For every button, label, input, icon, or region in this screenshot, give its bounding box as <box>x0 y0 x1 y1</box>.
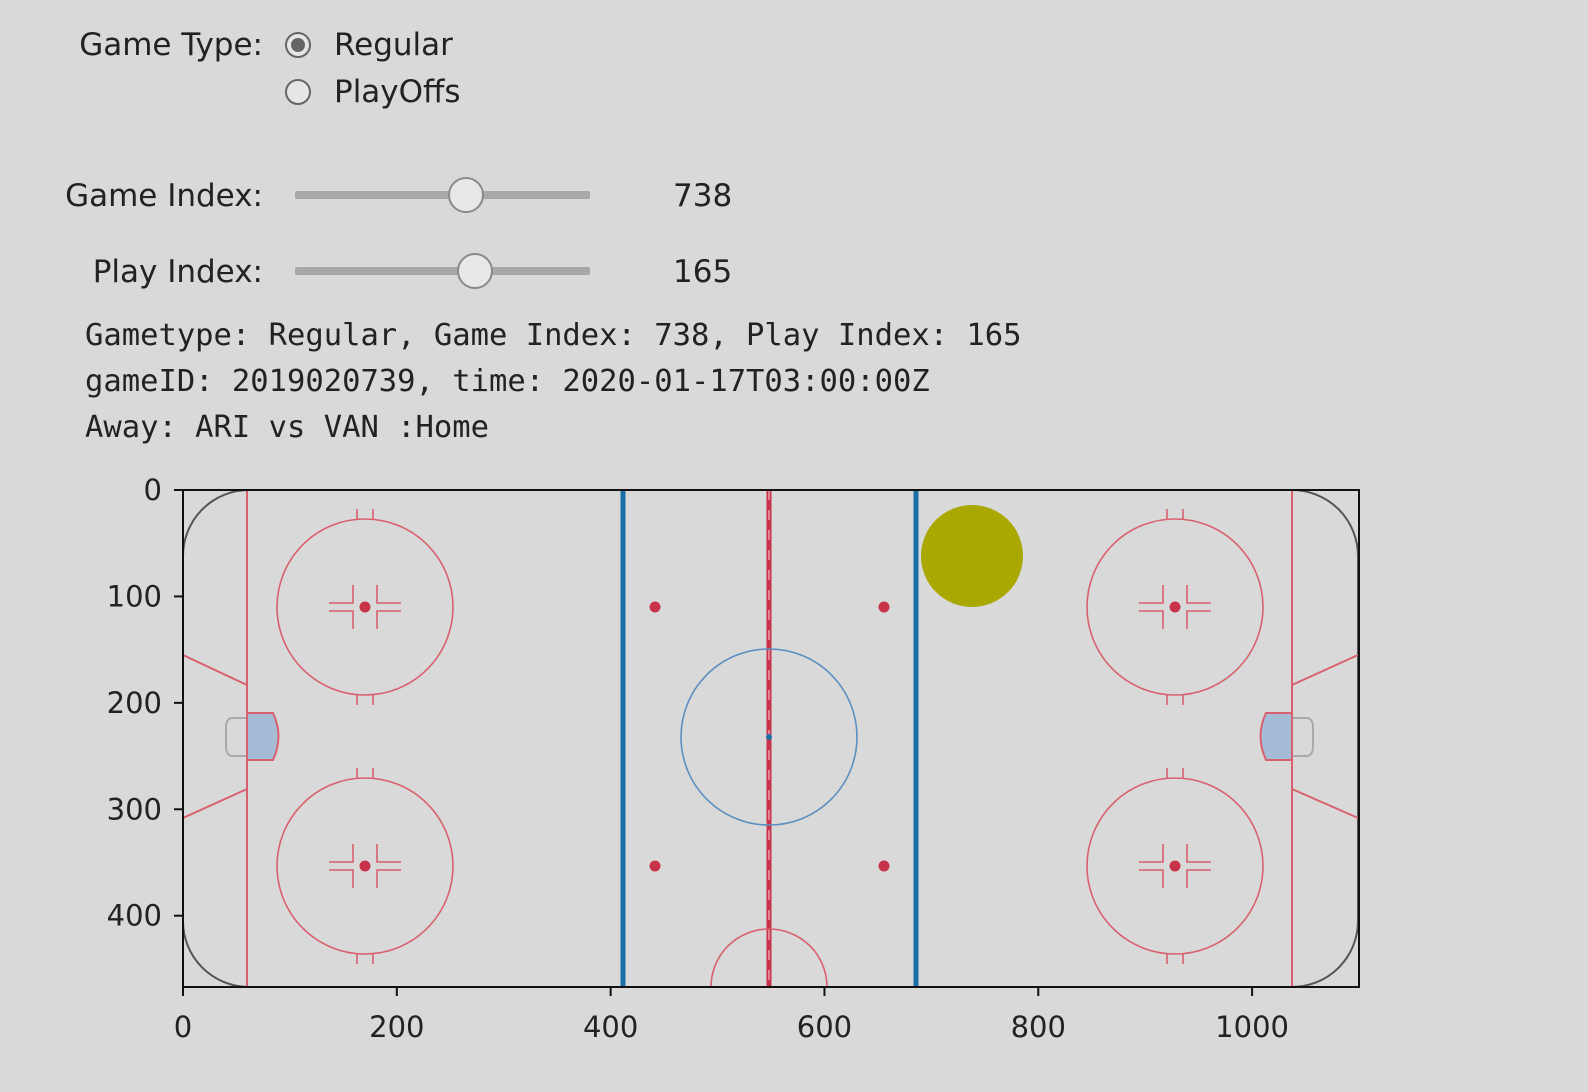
game-type-label: Game Type: <box>79 27 263 63</box>
faceoff-marking <box>1186 869 1211 888</box>
y-tick-label: 200 <box>107 686 162 720</box>
radio-regular[interactable] <box>285 32 311 58</box>
game-index-slider-track[interactable] <box>295 191 590 199</box>
neutral-dot <box>649 860 661 872</box>
game-index-readout: 738 <box>673 178 733 214</box>
faceoff-dot <box>1169 860 1181 872</box>
event-point <box>920 504 1023 607</box>
faceoff-circle <box>1086 518 1264 696</box>
play-index-slider-thumb[interactable] <box>456 253 493 289</box>
faceoff-marking <box>329 585 354 604</box>
faceoff-marking <box>1139 869 1164 888</box>
trapezoid-right-top <box>1291 654 1359 686</box>
faceoff-circle <box>276 777 454 955</box>
center-circle <box>680 648 858 826</box>
neutral-dot <box>878 860 890 872</box>
faceoff-marking <box>1186 610 1211 629</box>
x-tick-label: 800 <box>1011 1010 1066 1044</box>
faceoff-circle <box>276 518 454 696</box>
info-line-gameid: gameID: 2019020739, time: 2020-01-17T03:… <box>85 364 930 399</box>
faceoff-marking <box>376 610 401 629</box>
game-index-slider-thumb[interactable] <box>448 177 485 213</box>
trapezoid-right-bottom <box>1291 788 1359 819</box>
axes-frame <box>182 489 1360 988</box>
crease-left <box>246 712 280 761</box>
trapezoid-left-top <box>183 654 248 686</box>
faceoff-circle <box>1086 777 1264 955</box>
faceoff-marking <box>1186 585 1211 604</box>
faceoff-marking <box>1186 844 1211 863</box>
faceoff-dot <box>1169 601 1181 613</box>
net-left <box>225 717 247 757</box>
y-tick-label: 400 <box>107 899 162 933</box>
play-index-label: Play Index: <box>92 254 263 290</box>
radio-playoffs-label[interactable]: PlayOffs <box>334 74 461 110</box>
faceoff-marking <box>329 610 354 629</box>
faceoff-dot <box>359 860 371 872</box>
faceoff-marking <box>1139 844 1164 863</box>
net-right <box>1292 717 1314 757</box>
y-tick-label: 100 <box>107 579 162 613</box>
rink-background <box>183 490 1359 987</box>
neutral-dot <box>878 601 890 613</box>
neutral-dot <box>649 601 661 613</box>
x-tick-label: 400 <box>583 1010 638 1044</box>
play-index-slider-track[interactable] <box>295 267 590 275</box>
x-tick-label: 0 <box>174 1010 192 1044</box>
faceoff-marking <box>1139 610 1164 629</box>
y-tick-label: 0 <box>144 473 162 507</box>
y-tick-label: 300 <box>107 792 162 826</box>
x-tick-label: 1000 <box>1215 1010 1289 1044</box>
faceoff-dot <box>359 601 371 613</box>
center-dot <box>766 734 772 740</box>
faceoff-marking <box>376 585 401 604</box>
info-line-gametype: Gametype: Regular, Game Index: 738, Play… <box>85 318 1022 353</box>
crease-right <box>1259 712 1293 761</box>
info-line-teams: Away: ARI vs VAN :Home <box>85 410 489 445</box>
radio-playoffs[interactable] <box>285 79 311 105</box>
x-tick-label: 200 <box>369 1010 424 1044</box>
rink-boards <box>183 490 1359 987</box>
radio-regular-label[interactable]: Regular <box>334 27 453 63</box>
referee-crease <box>710 928 828 987</box>
game-index-label: Game Index: <box>65 178 263 214</box>
faceoff-marking <box>376 869 401 888</box>
trapezoid-left-bottom <box>183 788 248 819</box>
faceoff-marking <box>376 844 401 863</box>
x-tick-label: 600 <box>797 1010 852 1044</box>
faceoff-marking <box>1139 585 1164 604</box>
faceoff-marking <box>329 869 354 888</box>
play-index-readout: 165 <box>673 254 733 290</box>
faceoff-marking <box>329 844 354 863</box>
